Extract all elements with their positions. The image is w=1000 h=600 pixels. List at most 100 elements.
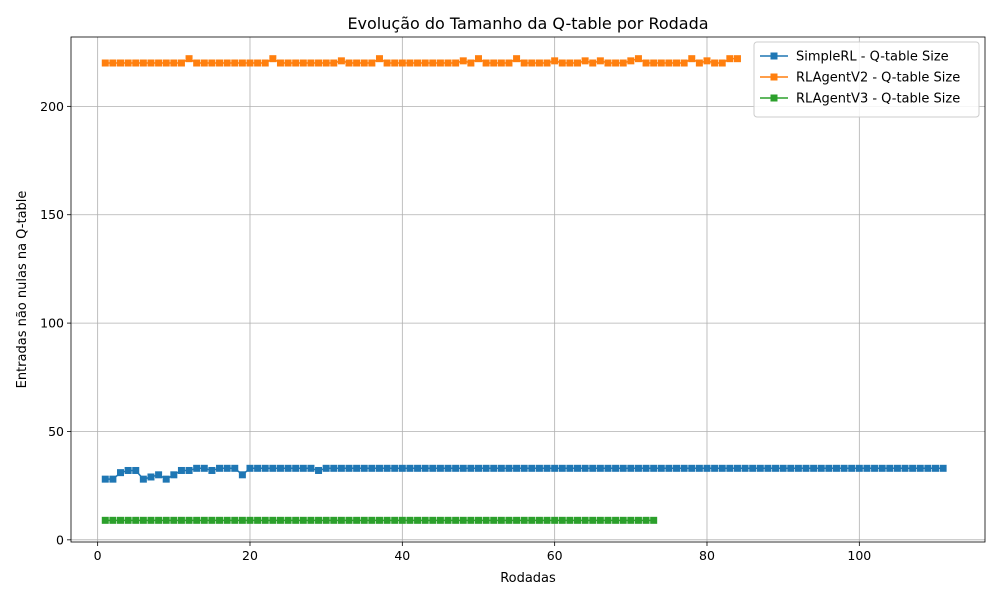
data-point	[695, 59, 703, 67]
data-point	[497, 464, 505, 472]
data-point	[505, 59, 513, 67]
data-point	[627, 516, 635, 524]
data-point	[375, 464, 383, 472]
data-point	[223, 464, 231, 472]
data-point	[185, 466, 193, 474]
data-point	[414, 464, 422, 472]
data-point	[467, 464, 475, 472]
data-point	[315, 516, 323, 524]
data-point	[939, 464, 947, 472]
y-tick-label: 150	[40, 207, 64, 222]
data-point	[733, 464, 741, 472]
data-point	[436, 464, 444, 472]
data-point	[284, 464, 292, 472]
data-point	[398, 59, 406, 67]
data-point	[254, 59, 262, 67]
data-point	[467, 59, 475, 67]
data-point	[231, 516, 239, 524]
data-point	[391, 516, 399, 524]
data-point	[436, 516, 444, 524]
data-point	[185, 55, 193, 63]
data-point	[330, 464, 338, 472]
data-point	[246, 516, 254, 524]
data-point	[132, 59, 140, 67]
data-point	[490, 516, 498, 524]
data-point	[718, 464, 726, 472]
data-point	[520, 59, 528, 67]
data-point	[421, 516, 429, 524]
data-point	[322, 59, 330, 67]
data-point	[855, 464, 863, 472]
data-point	[162, 59, 170, 67]
data-point	[726, 464, 734, 472]
data-point	[117, 469, 125, 477]
data-point	[269, 55, 277, 63]
data-point	[292, 464, 300, 472]
data-point	[360, 464, 368, 472]
data-point	[779, 464, 787, 472]
data-point	[299, 59, 307, 67]
data-point	[886, 464, 894, 472]
legend-item: SimpleRL - Q-table Size	[760, 50, 949, 65]
data-point	[528, 59, 536, 67]
data-point	[101, 475, 109, 483]
data-point	[817, 464, 825, 472]
data-point	[596, 57, 604, 65]
data-point	[368, 464, 376, 472]
data-point	[261, 516, 269, 524]
legend: SimpleRL - Q-table Size RLAgentV2 - Q-tab…	[753, 41, 980, 118]
data-point	[307, 516, 315, 524]
data-point	[909, 464, 917, 472]
y-tick-label: 0	[56, 532, 64, 547]
data-point	[794, 464, 802, 472]
data-point	[642, 516, 650, 524]
data-point	[406, 464, 414, 472]
data-point	[200, 59, 208, 67]
data-point	[490, 464, 498, 472]
legend-box	[753, 41, 980, 118]
data-point	[177, 59, 185, 67]
data-point	[619, 59, 627, 67]
data-point	[863, 464, 871, 472]
data-point	[155, 471, 163, 479]
data-point	[223, 59, 231, 67]
data-point	[634, 516, 642, 524]
data-point	[284, 59, 292, 67]
data-point	[749, 464, 757, 472]
data-point	[520, 464, 528, 472]
data-point	[444, 464, 452, 472]
data-point	[901, 464, 909, 472]
data-point	[216, 464, 224, 472]
data-point	[246, 464, 254, 472]
data-point	[193, 516, 201, 524]
data-point	[452, 59, 460, 67]
data-point	[414, 516, 422, 524]
data-point	[254, 516, 262, 524]
data-point	[429, 59, 437, 67]
data-point	[299, 464, 307, 472]
data-point	[474, 55, 482, 63]
x-tick-label: 60	[547, 548, 563, 563]
data-point	[292, 516, 300, 524]
data-point	[893, 464, 901, 472]
data-point	[391, 59, 399, 67]
data-point	[528, 464, 536, 472]
data-point	[772, 464, 780, 472]
data-point	[703, 57, 711, 65]
data-point	[398, 464, 406, 472]
data-point	[147, 516, 155, 524]
data-point	[558, 464, 566, 472]
data-point	[680, 59, 688, 67]
data-point	[170, 471, 178, 479]
data-point	[840, 464, 848, 472]
chart-title: Evolução do Tamanho da Q-table por Rodad…	[347, 14, 708, 33]
data-point	[535, 464, 543, 472]
data-point	[193, 59, 201, 67]
x-tick-label: 20	[242, 548, 258, 563]
data-point	[124, 516, 132, 524]
data-point	[391, 464, 399, 472]
data-point	[543, 59, 551, 67]
data-point	[627, 464, 635, 472]
x-tick-label: 40	[394, 548, 410, 563]
data-point	[535, 516, 543, 524]
